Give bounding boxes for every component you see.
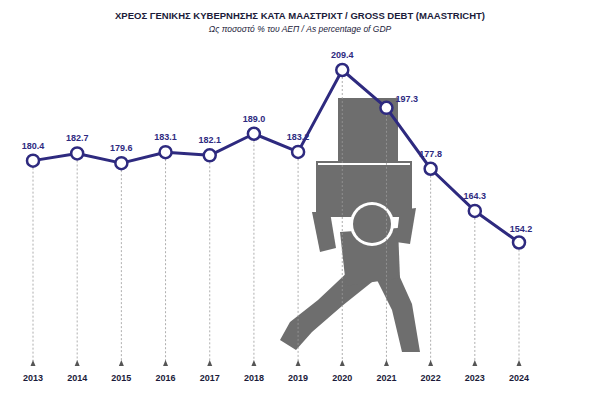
data-point: [292, 146, 304, 158]
drop-line: [386, 115, 387, 361]
x-tick: [428, 360, 433, 366]
data-point: [513, 237, 525, 249]
x-tick-label: 2020: [332, 373, 352, 383]
figure-arm: [312, 212, 336, 252]
drop-line: [253, 141, 254, 361]
data-point: [160, 146, 172, 158]
figure-head-outline: [350, 202, 394, 246]
x-tick: [384, 360, 389, 366]
title: ΧΡΕΟΣ ΓΕΝΙΚΗΣ ΚΥΒΕΡΝΗΣΗΣ ΚΑΤΑ ΜΑΑΣΤΡΙΧΤ …: [115, 10, 485, 21]
drop-line: [77, 160, 78, 361]
data-point: [469, 205, 481, 217]
x-tick: [472, 360, 477, 366]
data-label: 182.1: [198, 135, 221, 145]
data-label: 183.1: [154, 132, 177, 142]
drop-line: [519, 250, 520, 362]
x-tick: [517, 360, 522, 366]
x-tick-label: 2016: [156, 373, 176, 383]
data-label: 183.2: [287, 132, 310, 142]
drop-line: [121, 170, 122, 361]
x-tick-label: 2022: [421, 373, 441, 383]
drop-line: [474, 218, 475, 361]
data-label: 154.2: [510, 224, 533, 234]
x-tick-label: 2017: [200, 373, 220, 383]
data-point: [248, 128, 260, 140]
x-tick: [119, 360, 124, 366]
x-tick: [163, 360, 168, 366]
figure-box-edge: [318, 163, 410, 165]
decorative-figure: [280, 98, 420, 352]
data-label: 182.7: [66, 133, 89, 143]
drop-line: [430, 176, 431, 361]
data-line: [33, 70, 519, 243]
x-tick: [340, 360, 345, 366]
x-tick-label: 2021: [376, 373, 396, 383]
data-point: [71, 147, 83, 159]
data-point: [380, 102, 392, 114]
x-tick-label: 2019: [288, 373, 308, 383]
x-tick-label: 2018: [244, 373, 264, 383]
x-tick: [31, 360, 36, 366]
x-tick-label: 2013: [23, 373, 43, 383]
subtitle: Ως ποσοστό % του ΑΕΠ / As percentage of …: [209, 24, 392, 34]
x-tick: [251, 360, 256, 366]
x-tick-label: 2015: [111, 373, 131, 383]
drop-line: [165, 159, 166, 361]
data-point: [425, 163, 437, 175]
x-tick-label: 2014: [67, 373, 87, 383]
x-tick: [75, 360, 80, 366]
data-label: 197.3: [395, 94, 418, 104]
x-tick: [207, 360, 212, 366]
data-point: [27, 155, 39, 167]
chart-svg: ΧΡΕΟΣ ΓΕΝΙΚΗΣ ΚΥΒΕΡΝΗΣΗΣ ΚΑΤΑ ΜΑΑΣΤΡΙΧΤ …: [0, 0, 595, 398]
x-tick-label: 2024: [509, 373, 529, 383]
x-tick-label: 2023: [465, 373, 485, 383]
drop-line: [209, 162, 210, 361]
data-point: [204, 149, 216, 161]
figure-head: [353, 205, 391, 243]
data-label: 164.3: [464, 191, 487, 201]
data-label: 209.4: [331, 50, 354, 60]
plot-area: [27, 64, 525, 361]
drop-line: [342, 77, 343, 361]
drop-line: [298, 159, 299, 361]
data-label: 180.4: [22, 141, 45, 151]
data-label: 179.6: [110, 143, 133, 153]
figure-box: [338, 98, 398, 162]
drop-line: [33, 168, 34, 361]
x-tick: [296, 360, 301, 366]
data-label: 189.0: [243, 114, 266, 124]
chart-root: ΧΡΕΟΣ ΓΕΝΙΚΗΣ ΚΥΒΕΡΝΗΣΗΣ ΚΑΤΑ ΜΑΑΣΤΡΙΧΤ …: [0, 0, 595, 398]
data-label: 177.8: [419, 149, 442, 159]
data-point: [115, 157, 127, 169]
data-point: [336, 64, 348, 76]
